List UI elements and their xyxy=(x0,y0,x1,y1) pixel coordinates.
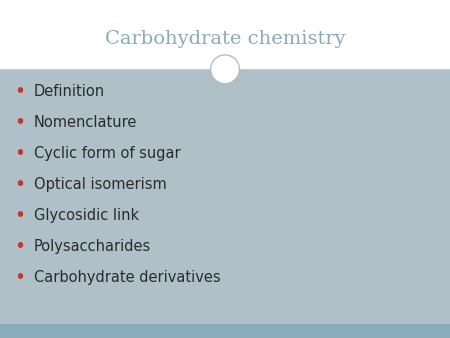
FancyBboxPatch shape xyxy=(0,69,450,324)
Text: Definition: Definition xyxy=(34,84,105,99)
Text: Glycosidic link: Glycosidic link xyxy=(34,208,139,223)
Text: Polysaccharides: Polysaccharides xyxy=(34,239,151,254)
Text: •: • xyxy=(15,206,26,225)
Text: Carbohydrate derivatives: Carbohydrate derivatives xyxy=(34,270,220,285)
Text: •: • xyxy=(15,144,26,163)
Text: Nomenclature: Nomenclature xyxy=(34,115,137,130)
Text: •: • xyxy=(15,82,26,101)
FancyBboxPatch shape xyxy=(0,324,450,338)
Text: •: • xyxy=(15,237,26,256)
Text: Optical isomerism: Optical isomerism xyxy=(34,177,166,192)
Ellipse shape xyxy=(211,55,239,84)
Text: •: • xyxy=(15,268,26,287)
Text: Carbohydrate chemistry: Carbohydrate chemistry xyxy=(105,30,345,48)
Text: Cyclic form of sugar: Cyclic form of sugar xyxy=(34,146,180,161)
Text: •: • xyxy=(15,113,26,132)
Text: •: • xyxy=(15,175,26,194)
